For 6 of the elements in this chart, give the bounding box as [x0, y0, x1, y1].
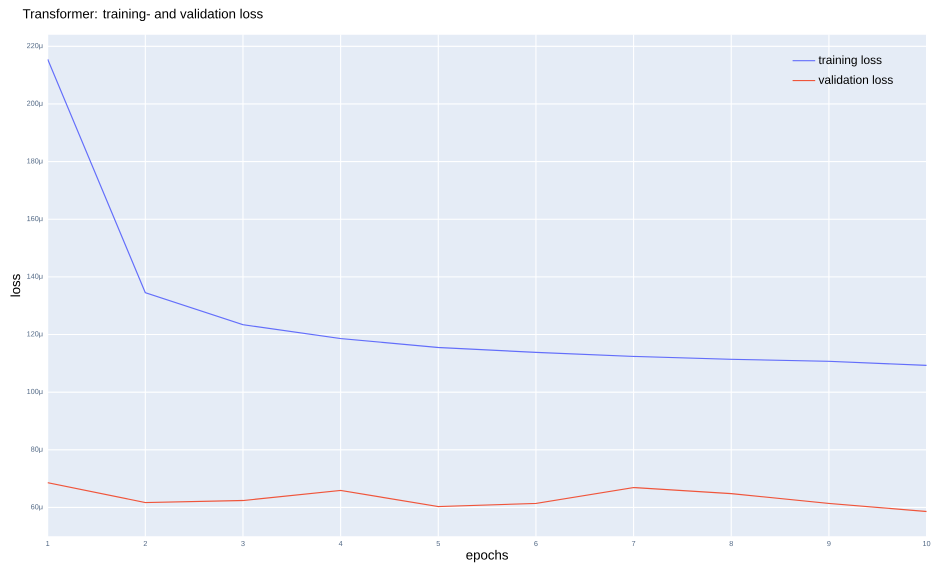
line-series	[48, 482, 927, 512]
y-axis-title: loss	[10, 274, 20, 297]
chart-title: Transformer: training- and validation loss	[22, 8, 263, 22]
x-axis-title: epochs	[466, 550, 508, 562]
legend-label: training loss	[818, 56, 882, 67]
legend-label: validation loss	[818, 75, 893, 84]
